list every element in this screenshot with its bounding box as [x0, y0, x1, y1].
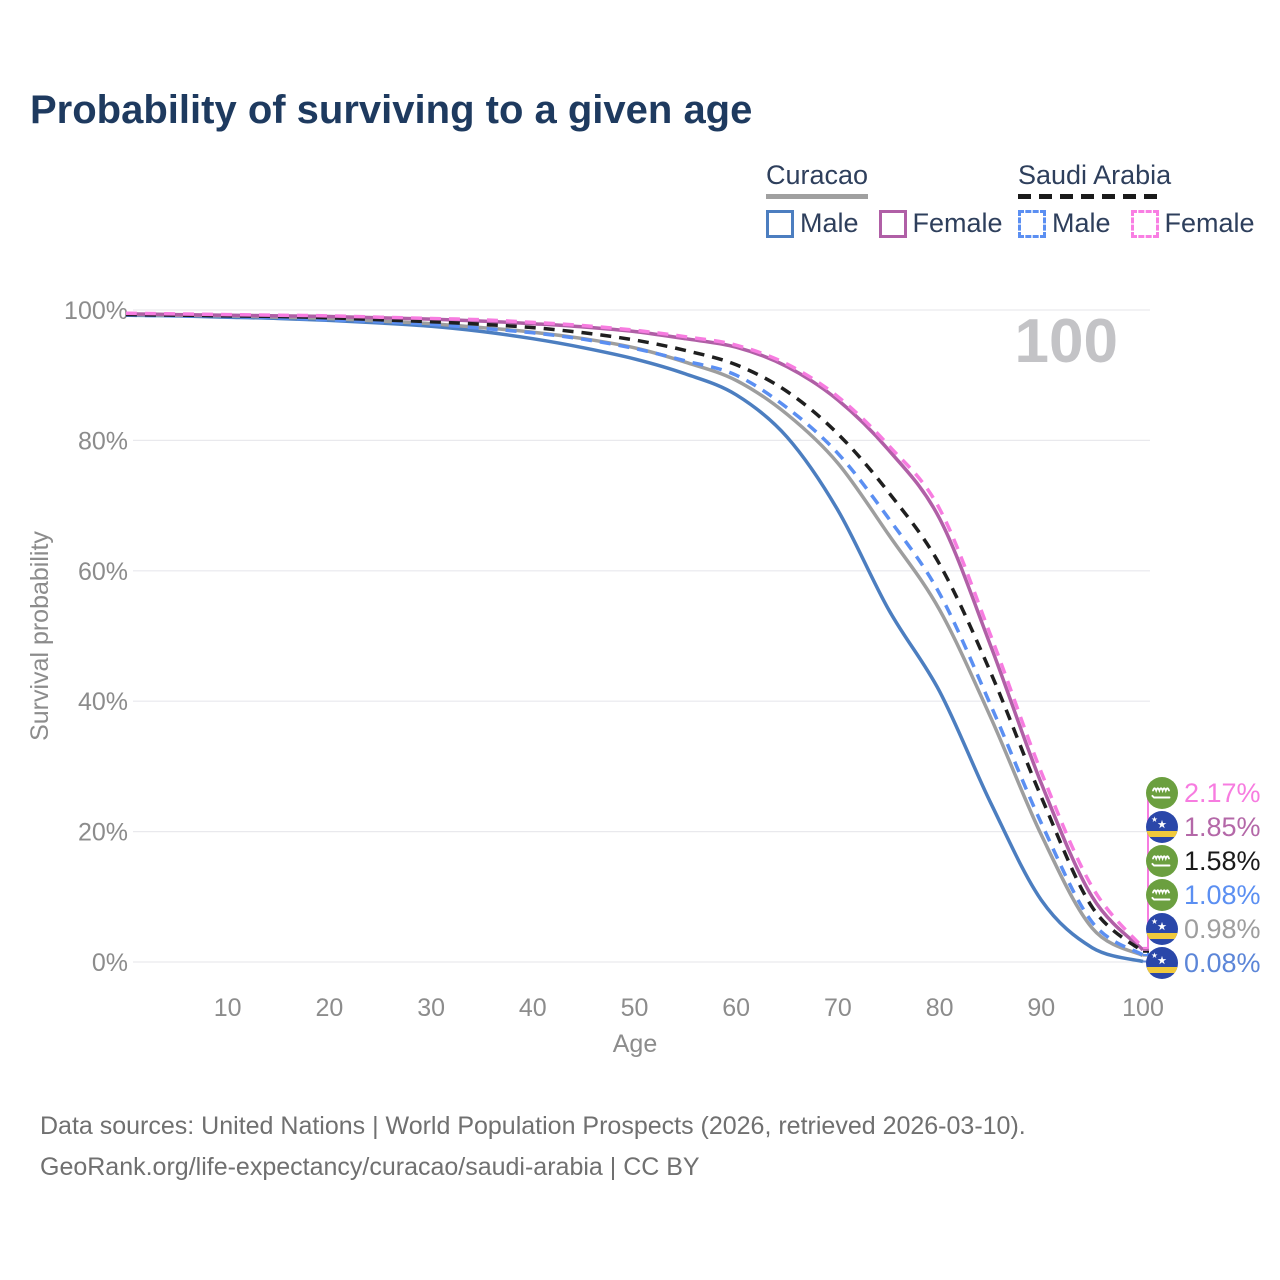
x-tick-label: 10	[214, 994, 242, 1022]
x-tick-label: 70	[824, 994, 852, 1022]
x-tick-label: 30	[417, 994, 445, 1022]
curacao-flag-icon	[1146, 913, 1178, 945]
legend-item-label: Female	[912, 208, 1003, 238]
y-tick-label: 80%	[78, 427, 128, 455]
end-value-label-curacao-female: 1.85%	[1184, 812, 1261, 842]
x-tick-label: 100	[1122, 994, 1164, 1022]
curve-saudi-arabia-both-sexes[interactable]	[125, 312, 1145, 954]
y-tick-label: 40%	[78, 688, 128, 716]
curacao-flag-icon	[1146, 947, 1178, 979]
saudi-male-swatch-icon	[1018, 209, 1046, 238]
saudi-female-swatch-icon	[1130, 209, 1159, 238]
legend-item-saudi-female[interactable]: Female	[1130, 208, 1255, 239]
footer-sources-line: Data sources: United Nations | World Pop…	[40, 1112, 1026, 1140]
chart-title: Probability of surviving to a given age	[30, 88, 753, 132]
y-tick-label: 20%	[78, 819, 128, 847]
end-value-label-curacao-both-sexes: 0.98%	[1184, 914, 1261, 944]
saudi-arabia-line-style-sample	[1018, 194, 1164, 199]
curacao-female-swatch-icon	[878, 209, 907, 238]
x-tick-label: 90	[1027, 994, 1055, 1022]
legend-item-saudi-male[interactable]: Male	[1018, 208, 1111, 239]
curve-saudi-arabia-male[interactable]	[125, 313, 1144, 957]
saudi-arabia-flag-icon	[1146, 879, 1178, 911]
end-value-label-saudi-arabia-female: 2.17%	[1184, 778, 1261, 808]
curve-saudi-arabia-female[interactable]	[125, 311, 1145, 950]
legend-item-curacao-male[interactable]: Male	[766, 208, 859, 239]
hovered-age-label: 100	[1015, 307, 1118, 376]
footer: Data sources: United Nations | World Pop…	[40, 1106, 1026, 1188]
x-tick-label: 20	[315, 994, 343, 1022]
y-tick-label: 0%	[92, 949, 128, 977]
legend-item-label: Male	[1052, 208, 1111, 238]
end-value-label-curacao-male: 0.08%	[1184, 948, 1261, 978]
x-tick-label: 80	[926, 994, 954, 1022]
legend-item-curacao-female[interactable]: Female	[878, 208, 1003, 239]
curacao-male-swatch-icon	[766, 209, 794, 238]
footer-attribution-line: GeoRank.org/life-expectancy/curacao/saud…	[40, 1153, 700, 1181]
curve-curacao-female[interactable]	[125, 312, 1145, 952]
saudi-arabia-flag-icon	[1146, 777, 1178, 809]
x-tick-label: 40	[519, 994, 547, 1022]
y-tick-label: 60%	[78, 558, 128, 586]
legend-group-saudi-arabia: Saudi Arabia Male Female	[1018, 160, 1255, 239]
legend-group-saudi-arabia-title: Saudi Arabia	[1018, 160, 1172, 190]
curacao-flag-icon	[1146, 811, 1178, 843]
curacao-line-style-sample	[766, 194, 868, 199]
end-value-label-saudi-arabia-both-sexes: 1.58%	[1184, 846, 1261, 876]
end-value-label-saudi-arabia-male: 1.08%	[1184, 880, 1261, 910]
x-axis-title: Age	[613, 1030, 657, 1058]
curve-curacao-male[interactable]	[125, 313, 1144, 964]
x-tick-label: 50	[621, 994, 649, 1022]
x-tick-label: 60	[722, 994, 750, 1022]
legend-item-label: Female	[1164, 208, 1255, 238]
legend-group-curacao-title: Curacao	[766, 160, 869, 190]
y-axis-title: Survival probability	[26, 531, 54, 741]
y-tick-label: 100%	[64, 297, 128, 325]
saudi-arabia-flag-icon	[1146, 845, 1178, 877]
legend-item-label: Male	[800, 208, 859, 238]
legend-group-curacao: Curacao Male Female	[766, 160, 1003, 239]
